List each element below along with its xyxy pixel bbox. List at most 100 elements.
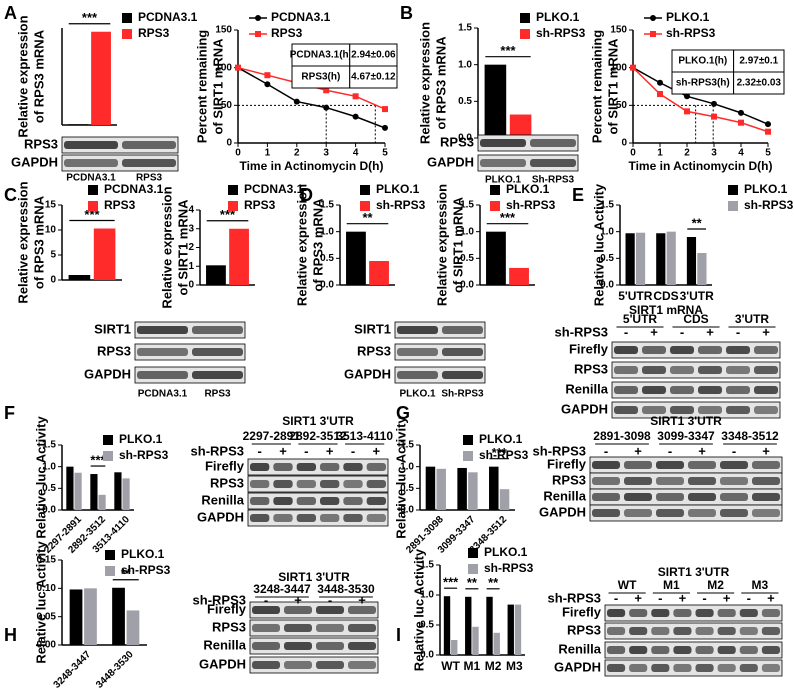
legend-label: PLKO.1 [119, 432, 163, 446]
blot-row-label: Renilla [203, 637, 246, 652]
panel-label: B [400, 3, 413, 23]
bar [206, 265, 226, 285]
treatment-sign: - [624, 324, 628, 339]
blot-row-label: Renilla [565, 381, 608, 396]
y-axis-label: of RPS3 mRNA [433, 36, 448, 130]
blot-band [480, 139, 526, 147]
blot-band [651, 627, 670, 635]
legend-swatch [520, 29, 530, 39]
blot-strip [249, 601, 379, 619]
lane-label: PCDNA3.1 [138, 389, 188, 400]
legend-label: sh-RPS3 [506, 198, 556, 212]
y-tick-label: 4 [188, 205, 194, 216]
treatment-sign: - [658, 590, 662, 605]
y-tick-label: 1 [188, 261, 194, 272]
bar [499, 489, 510, 510]
significance-label: ** [121, 566, 132, 581]
legend-swatch [103, 451, 113, 461]
group-label: 3099-3347 [657, 429, 715, 443]
blot-band [273, 514, 293, 522]
bar [656, 233, 666, 285]
blot-band [642, 406, 666, 414]
legend-label: RPS3 [138, 26, 170, 40]
significance-label: *** [443, 575, 459, 590]
blot-band [688, 477, 716, 485]
y-tick-label: 1.0 [458, 59, 472, 70]
treatment-sign: + [698, 443, 706, 458]
significance-label: ** [692, 215, 703, 230]
table-text: 4.67±0.12 [351, 72, 396, 83]
x-tick-label: M3 [506, 659, 523, 673]
blot-row-label: Firefly [547, 456, 587, 471]
point [738, 109, 744, 116]
blot-band [688, 461, 716, 469]
legend-label: sh-RPS3 [121, 563, 171, 577]
bar [443, 596, 451, 655]
point [323, 87, 330, 94]
legend-swatch [360, 201, 370, 211]
x-tick-label: CDS [653, 289, 678, 303]
blot-band [607, 609, 626, 617]
blot-band [614, 386, 638, 394]
x-tick-label: 3 [711, 148, 717, 159]
blot-band [273, 463, 293, 471]
legend-swatch [463, 435, 473, 445]
blot-band [720, 477, 748, 485]
x-tick-label: 4 [353, 148, 359, 159]
blot-band [192, 348, 243, 356]
group-label: 2891-3098 [593, 429, 651, 443]
blot-band [761, 646, 780, 654]
legend-label: sh-RPS3 [376, 198, 426, 212]
bar [346, 231, 366, 285]
blot-band [397, 326, 438, 334]
blot-row-label: RPS3 [24, 136, 58, 151]
blot-band [720, 461, 748, 469]
x-tick-label: 5'UTR [618, 289, 653, 303]
blot-strip [604, 659, 783, 677]
y-tick-label: 1.0 [460, 226, 474, 237]
y-tick-label: 0.0 [400, 505, 414, 516]
blot-band [252, 624, 280, 632]
treatment-sign: + [767, 590, 775, 605]
treatment-sign: + [634, 443, 642, 458]
blot-band [717, 609, 736, 617]
x-tick-label: 5 [382, 148, 388, 159]
blot-band [397, 348, 438, 356]
y-axis-label: Percent remaining [194, 30, 209, 143]
bar [625, 233, 635, 285]
blot-band [629, 664, 648, 672]
blot-band [754, 386, 778, 394]
x-tick-label: 1 [657, 148, 663, 159]
y-axis-label: Relative expression [15, 181, 30, 303]
bar [697, 253, 707, 285]
treatment-sign: - [328, 592, 332, 607]
y-tick-label: 1.5 [460, 200, 474, 211]
y-axis-label: Relative luc Activity [33, 541, 48, 664]
legend-label: PLKO.1 [376, 182, 420, 196]
point [738, 119, 744, 126]
y-tick-label: 0.0 [460, 280, 474, 291]
series-line [237, 67, 386, 129]
point [352, 93, 359, 100]
significance-label: *** [492, 445, 508, 460]
treatment-sign: - [668, 443, 672, 458]
treatment-label: sh-RPS3 [191, 443, 244, 458]
lane-label: PCDNA3.1 [66, 173, 116, 184]
blot-band [726, 346, 750, 354]
bar [93, 228, 116, 280]
y-tick-label: 0.05 [37, 611, 57, 622]
treatment-sign: + [762, 324, 770, 339]
legend-label: PCDNA3.1 [271, 10, 331, 24]
blot-header: SIRT1 3'UTR [650, 414, 722, 428]
bar [493, 632, 500, 655]
legend-swatch [463, 451, 473, 461]
blot-band [316, 661, 344, 669]
blot-band [296, 463, 316, 471]
group-label: 3'UTR [735, 312, 770, 326]
panel-label: A [4, 3, 17, 23]
treatment-sign: - [614, 590, 618, 605]
legend-swatch [122, 29, 132, 39]
legend-swatch [228, 185, 238, 195]
y-tick-label: 0.5 [320, 253, 334, 264]
blot-strip [249, 656, 379, 674]
